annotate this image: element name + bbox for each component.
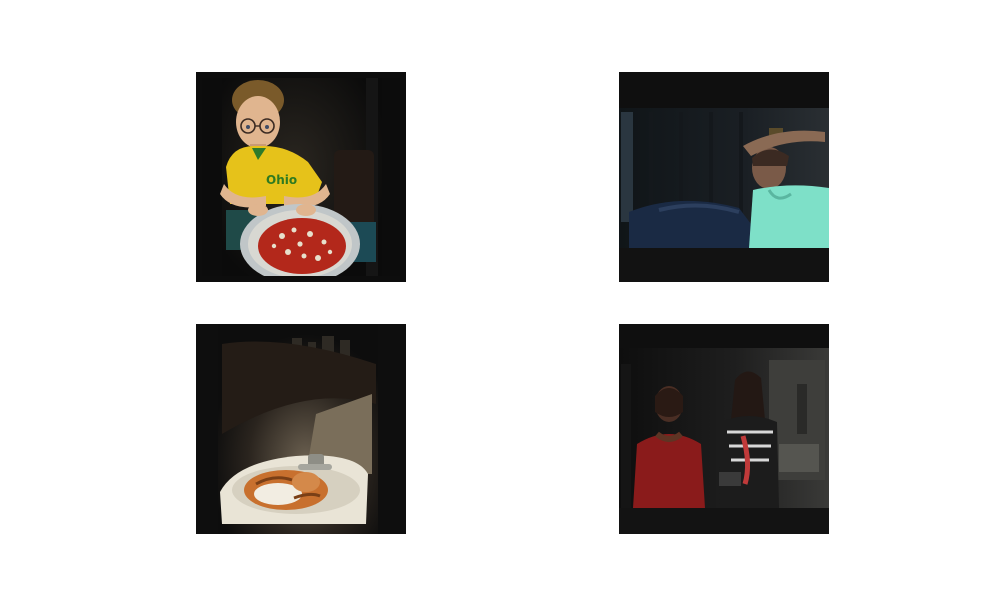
photo-boy-with-pizza: Ohio bbox=[196, 72, 406, 282]
photo-man-in-dark-room-image bbox=[619, 72, 829, 282]
photo-cat-in-sink-image bbox=[196, 324, 406, 534]
photo-boy-with-pizza-image: Ohio bbox=[196, 72, 406, 282]
svg-text:Ohio: Ohio bbox=[266, 173, 297, 187]
photo-two-people-in-doorway bbox=[619, 324, 829, 534]
photo-man-in-dark-room bbox=[619, 72, 829, 282]
photo-cat-in-sink bbox=[196, 324, 406, 534]
photo-two-people-in-doorway-image bbox=[619, 324, 829, 534]
